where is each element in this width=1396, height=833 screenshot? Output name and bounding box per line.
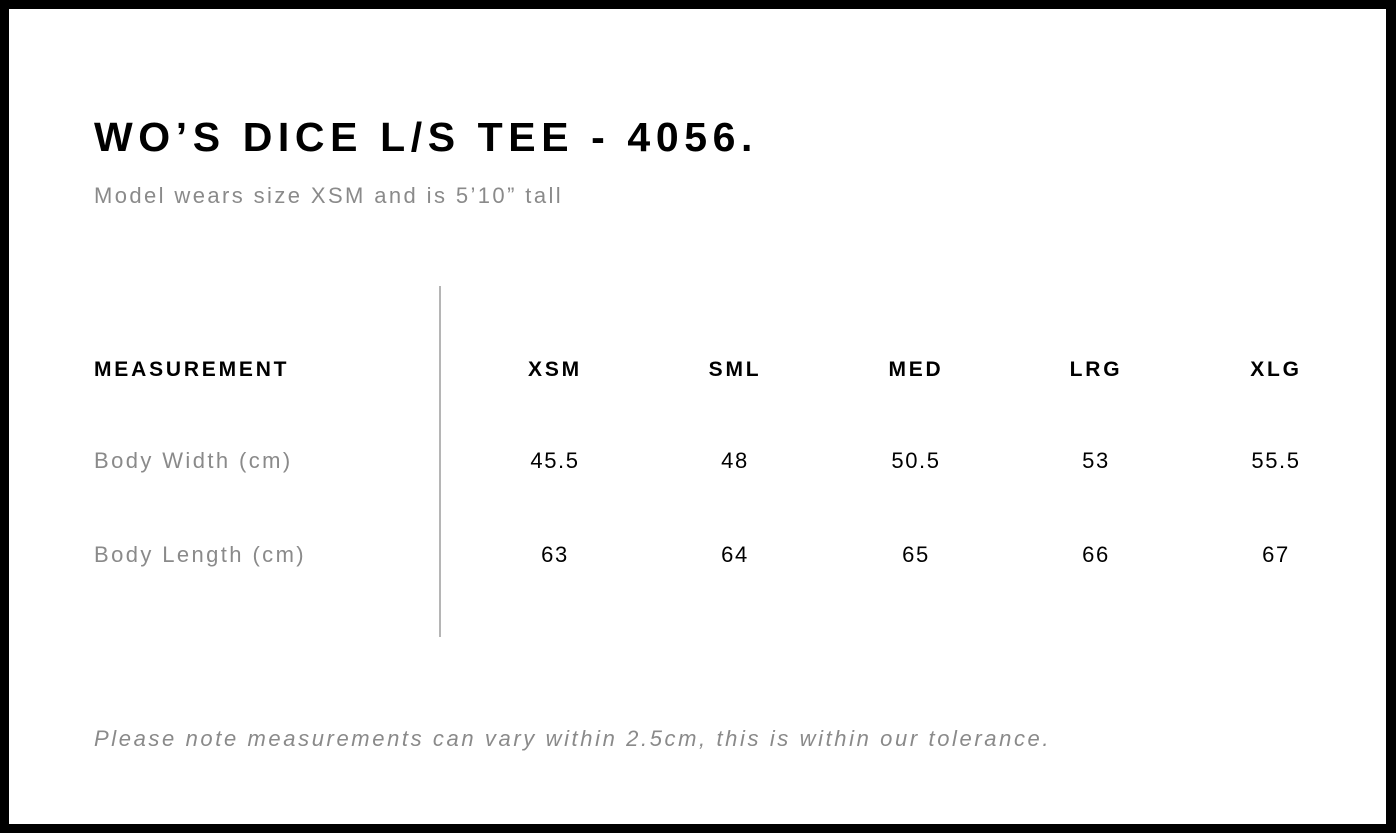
row-label: Body Width (cm): [94, 448, 293, 473]
table-cell: 64: [721, 542, 749, 567]
table-cell: 45.5: [530, 448, 580, 473]
size-header-med: MED: [888, 358, 944, 381]
table-cell: 66: [1082, 542, 1110, 567]
table-cell: 63: [541, 542, 569, 567]
table-cell: 53: [1082, 448, 1110, 473]
measurement-header: MEASUREMENT: [94, 358, 290, 381]
size-header-sml: SML: [708, 358, 762, 381]
table-cell: 48: [721, 448, 749, 473]
size-header-xlg: XLG: [1250, 358, 1302, 381]
model-info: Model wears size XSM and is 5’10” tall: [94, 183, 564, 208]
table-cell: 50.5: [891, 448, 941, 473]
size-header-lrg: LRG: [1069, 358, 1123, 381]
size-header-xsm: XSM: [528, 358, 582, 381]
tolerance-note: Please note measurements can vary within…: [94, 726, 1052, 751]
table-cell: 55.5: [1251, 448, 1301, 473]
size-chart-card: WO’S DICE L/S TEE - 4056. Model wears si…: [9, 9, 1386, 824]
row-label: Body Length (cm): [94, 542, 307, 567]
page-title: WO’S DICE L/S TEE - 4056.: [94, 114, 759, 160]
table-cell: 67: [1262, 542, 1290, 567]
table-cell: 65: [902, 542, 930, 567]
column-divider: [439, 286, 441, 637]
